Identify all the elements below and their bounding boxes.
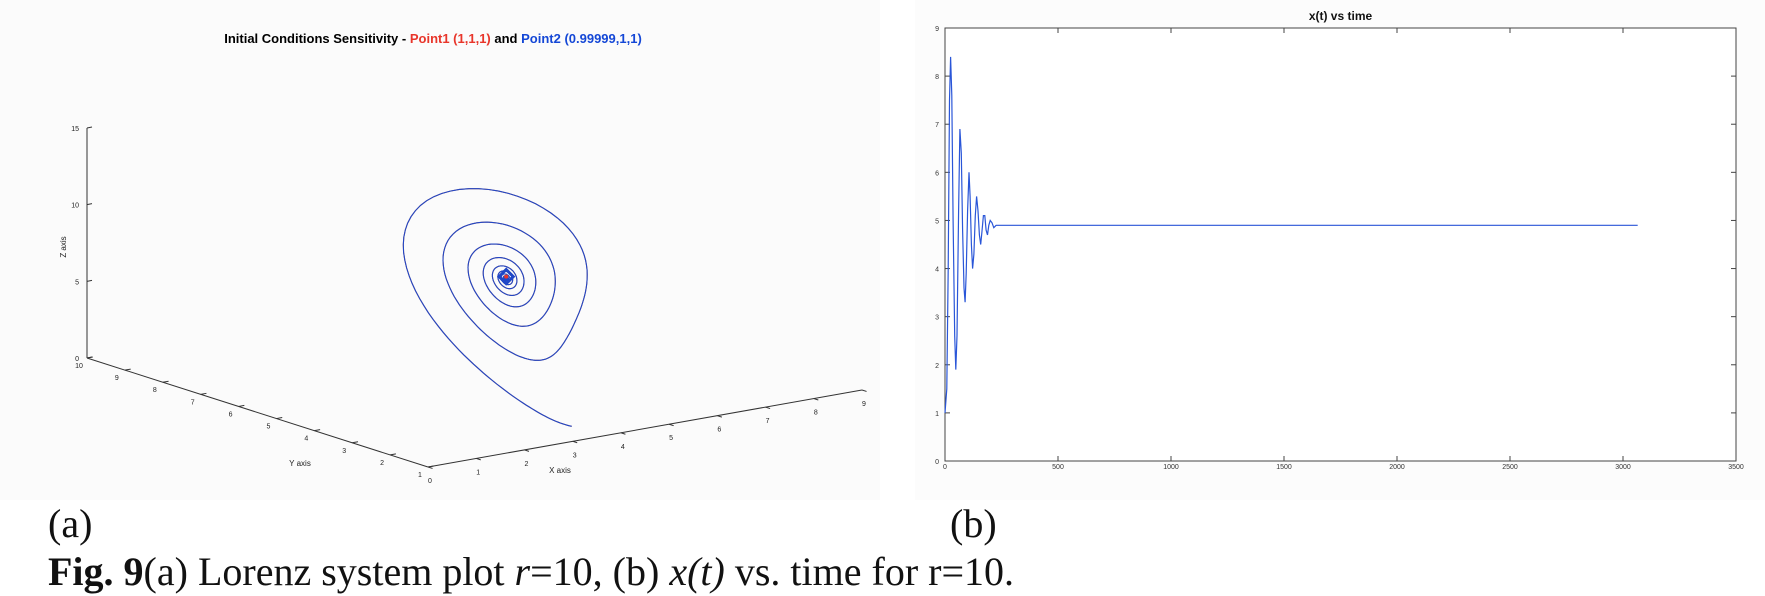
x-tick	[620, 432, 626, 435]
z-tick-label: 5	[75, 279, 79, 286]
y-tick	[390, 453, 396, 456]
y-tick-label: 9	[935, 26, 939, 33]
series-line-1	[402, 188, 588, 427]
y-tick	[200, 392, 207, 395]
chart-b-title: x(t) vs time	[1309, 9, 1373, 23]
y-tick	[238, 404, 245, 407]
x-tick-label-end: 3500	[1728, 464, 1744, 471]
x-tick-label: 8	[814, 410, 818, 417]
x-tick	[668, 423, 674, 427]
z-tick	[86, 279, 93, 282]
x-tick-label: 2500	[1502, 464, 1518, 471]
y-tick	[162, 380, 169, 383]
fixed-point-center	[504, 274, 509, 279]
z-tick-label: 0	[75, 356, 79, 363]
chart-a-title-part: Initial Conditions Sensitivity -	[224, 31, 410, 46]
x-tick-label: 6	[717, 427, 721, 434]
y-axis-line	[86, 357, 429, 468]
y-tick-label: 2	[380, 460, 384, 467]
panel-b-xt-plot: x(t) vs time 0 500 1000 1500 2000 2500 3000 3500…	[915, 0, 1765, 500]
y-tick-label: 4	[935, 267, 939, 274]
figure-caption: Fig. 9(a) Lorenz system plot r=10, (b) x…	[48, 548, 1014, 595]
caption-fig-number: Fig. 9	[48, 549, 144, 594]
caption-part-3: vs. time for r=10.	[724, 549, 1015, 594]
x-tick-label: 1000	[1163, 464, 1179, 471]
panel-a-lorenz-3d: 0 1 2 3 4 5 6 7 8 9 1 2 3 4 5 6 7 8 9 10 0 5 10 15 X axis Y axis Z…	[0, 0, 880, 500]
x-tick	[717, 415, 723, 418]
caption-xt: x(t)	[669, 549, 725, 594]
y-tick-label: 8	[153, 387, 157, 394]
subfigure-label-b: (b)	[950, 501, 997, 546]
y-tick-label: 5	[266, 424, 270, 431]
fixed-point-cluster	[496, 267, 516, 286]
z-tick-label: 15	[71, 126, 79, 133]
y-tick-label: 7	[935, 122, 939, 129]
x-tick-label: 5	[669, 435, 673, 442]
x-tick-label: 3	[573, 452, 577, 459]
y-tick-label: 0	[935, 459, 939, 466]
xt-time-chart: x(t) vs time 0 500 1000 1500 2000 2500 3000 3500…	[935, 9, 1744, 471]
y-tick-label: 5	[935, 218, 939, 225]
y-tick-label: 9	[115, 375, 119, 382]
y-tick-label: 4	[304, 436, 308, 443]
x-tick-label: 0	[943, 464, 947, 471]
x-tick-label: 3000	[1615, 464, 1631, 471]
y-tick	[352, 441, 359, 444]
x-tick	[861, 389, 867, 392]
x-tick-label: 2	[524, 461, 528, 468]
x-tick	[813, 398, 819, 401]
x-tick-label: 1500	[1276, 464, 1292, 471]
y-tick	[276, 417, 283, 420]
x-tick-label: 7	[766, 418, 770, 425]
y-tick	[124, 368, 131, 371]
caption-r-var: r	[514, 549, 531, 594]
chart-a-title: Initial Conditions Sensitivity - Point1 …	[224, 31, 642, 46]
y-tick-label: 10	[75, 363, 83, 370]
x-tick	[765, 406, 771, 410]
x-tick-label: 9	[862, 401, 866, 408]
y-axis-label: Y axis	[289, 459, 311, 468]
y-tick-label: 2	[935, 363, 939, 370]
y-tick-label: 8	[935, 74, 939, 81]
y-tick-label: 1	[935, 411, 939, 418]
x-tick	[476, 457, 481, 461]
y-tick	[427, 465, 434, 468]
y-tick-label: 3	[935, 315, 939, 322]
x-axis-line	[427, 389, 863, 468]
series-line-2	[402, 188, 588, 427]
caption-part-2: =10, (b)	[530, 549, 670, 594]
y-tick-label: 7	[191, 399, 195, 406]
chart-a-title-part: and	[491, 31, 521, 46]
z-tick	[86, 126, 93, 129]
x-axis-label: X axis	[549, 466, 571, 475]
y-tick-label: 1	[418, 472, 422, 479]
xt-series-line-1	[944, 56, 1638, 413]
plot-frame	[944, 27, 1737, 462]
x-tick-label: 1	[476, 469, 480, 476]
x-tick-label: 4	[621, 444, 625, 451]
caption-part-1: (a) Lorenz system plot	[143, 549, 515, 594]
chart-a-title-part: Point2 (0.99999,1,1)	[521, 31, 642, 46]
x-tick-label: 0	[428, 478, 432, 485]
z-tick	[86, 356, 93, 359]
subfigure-label-a: (a)	[48, 501, 93, 546]
y-tick-label: 6	[935, 170, 939, 177]
z-axis-label: Z axis	[59, 236, 68, 257]
x-tick-label: 2000	[1389, 464, 1405, 471]
z-tick-label: 10	[71, 203, 79, 210]
y-tick	[314, 429, 321, 432]
y-tick-label: 3	[342, 448, 346, 455]
x-tick-label: 500	[1052, 464, 1064, 471]
z-tick	[86, 203, 93, 206]
y-tick-label: 6	[229, 411, 233, 418]
x-tick	[524, 449, 530, 452]
x-tick	[572, 440, 578, 444]
chart-a-title-part: Point1 (1,1,1)	[410, 31, 491, 46]
